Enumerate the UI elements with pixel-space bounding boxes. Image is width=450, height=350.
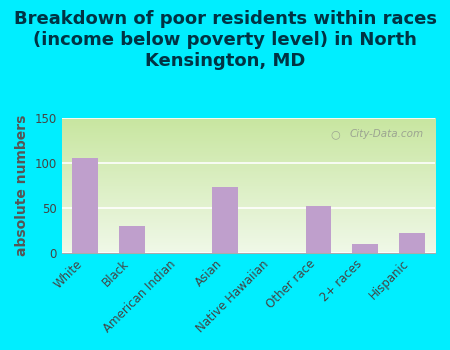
Text: City-Data.com: City-Data.com — [350, 129, 424, 139]
Y-axis label: absolute numbers: absolute numbers — [15, 115, 29, 256]
Text: Breakdown of poor residents within races
(income below poverty level) in North
K: Breakdown of poor residents within races… — [14, 10, 436, 70]
Text: ○: ○ — [330, 129, 340, 139]
Bar — [306, 206, 331, 253]
Bar — [72, 159, 98, 253]
Bar — [399, 233, 424, 253]
Bar — [352, 244, 378, 253]
Bar — [119, 226, 144, 253]
Bar — [212, 187, 238, 253]
